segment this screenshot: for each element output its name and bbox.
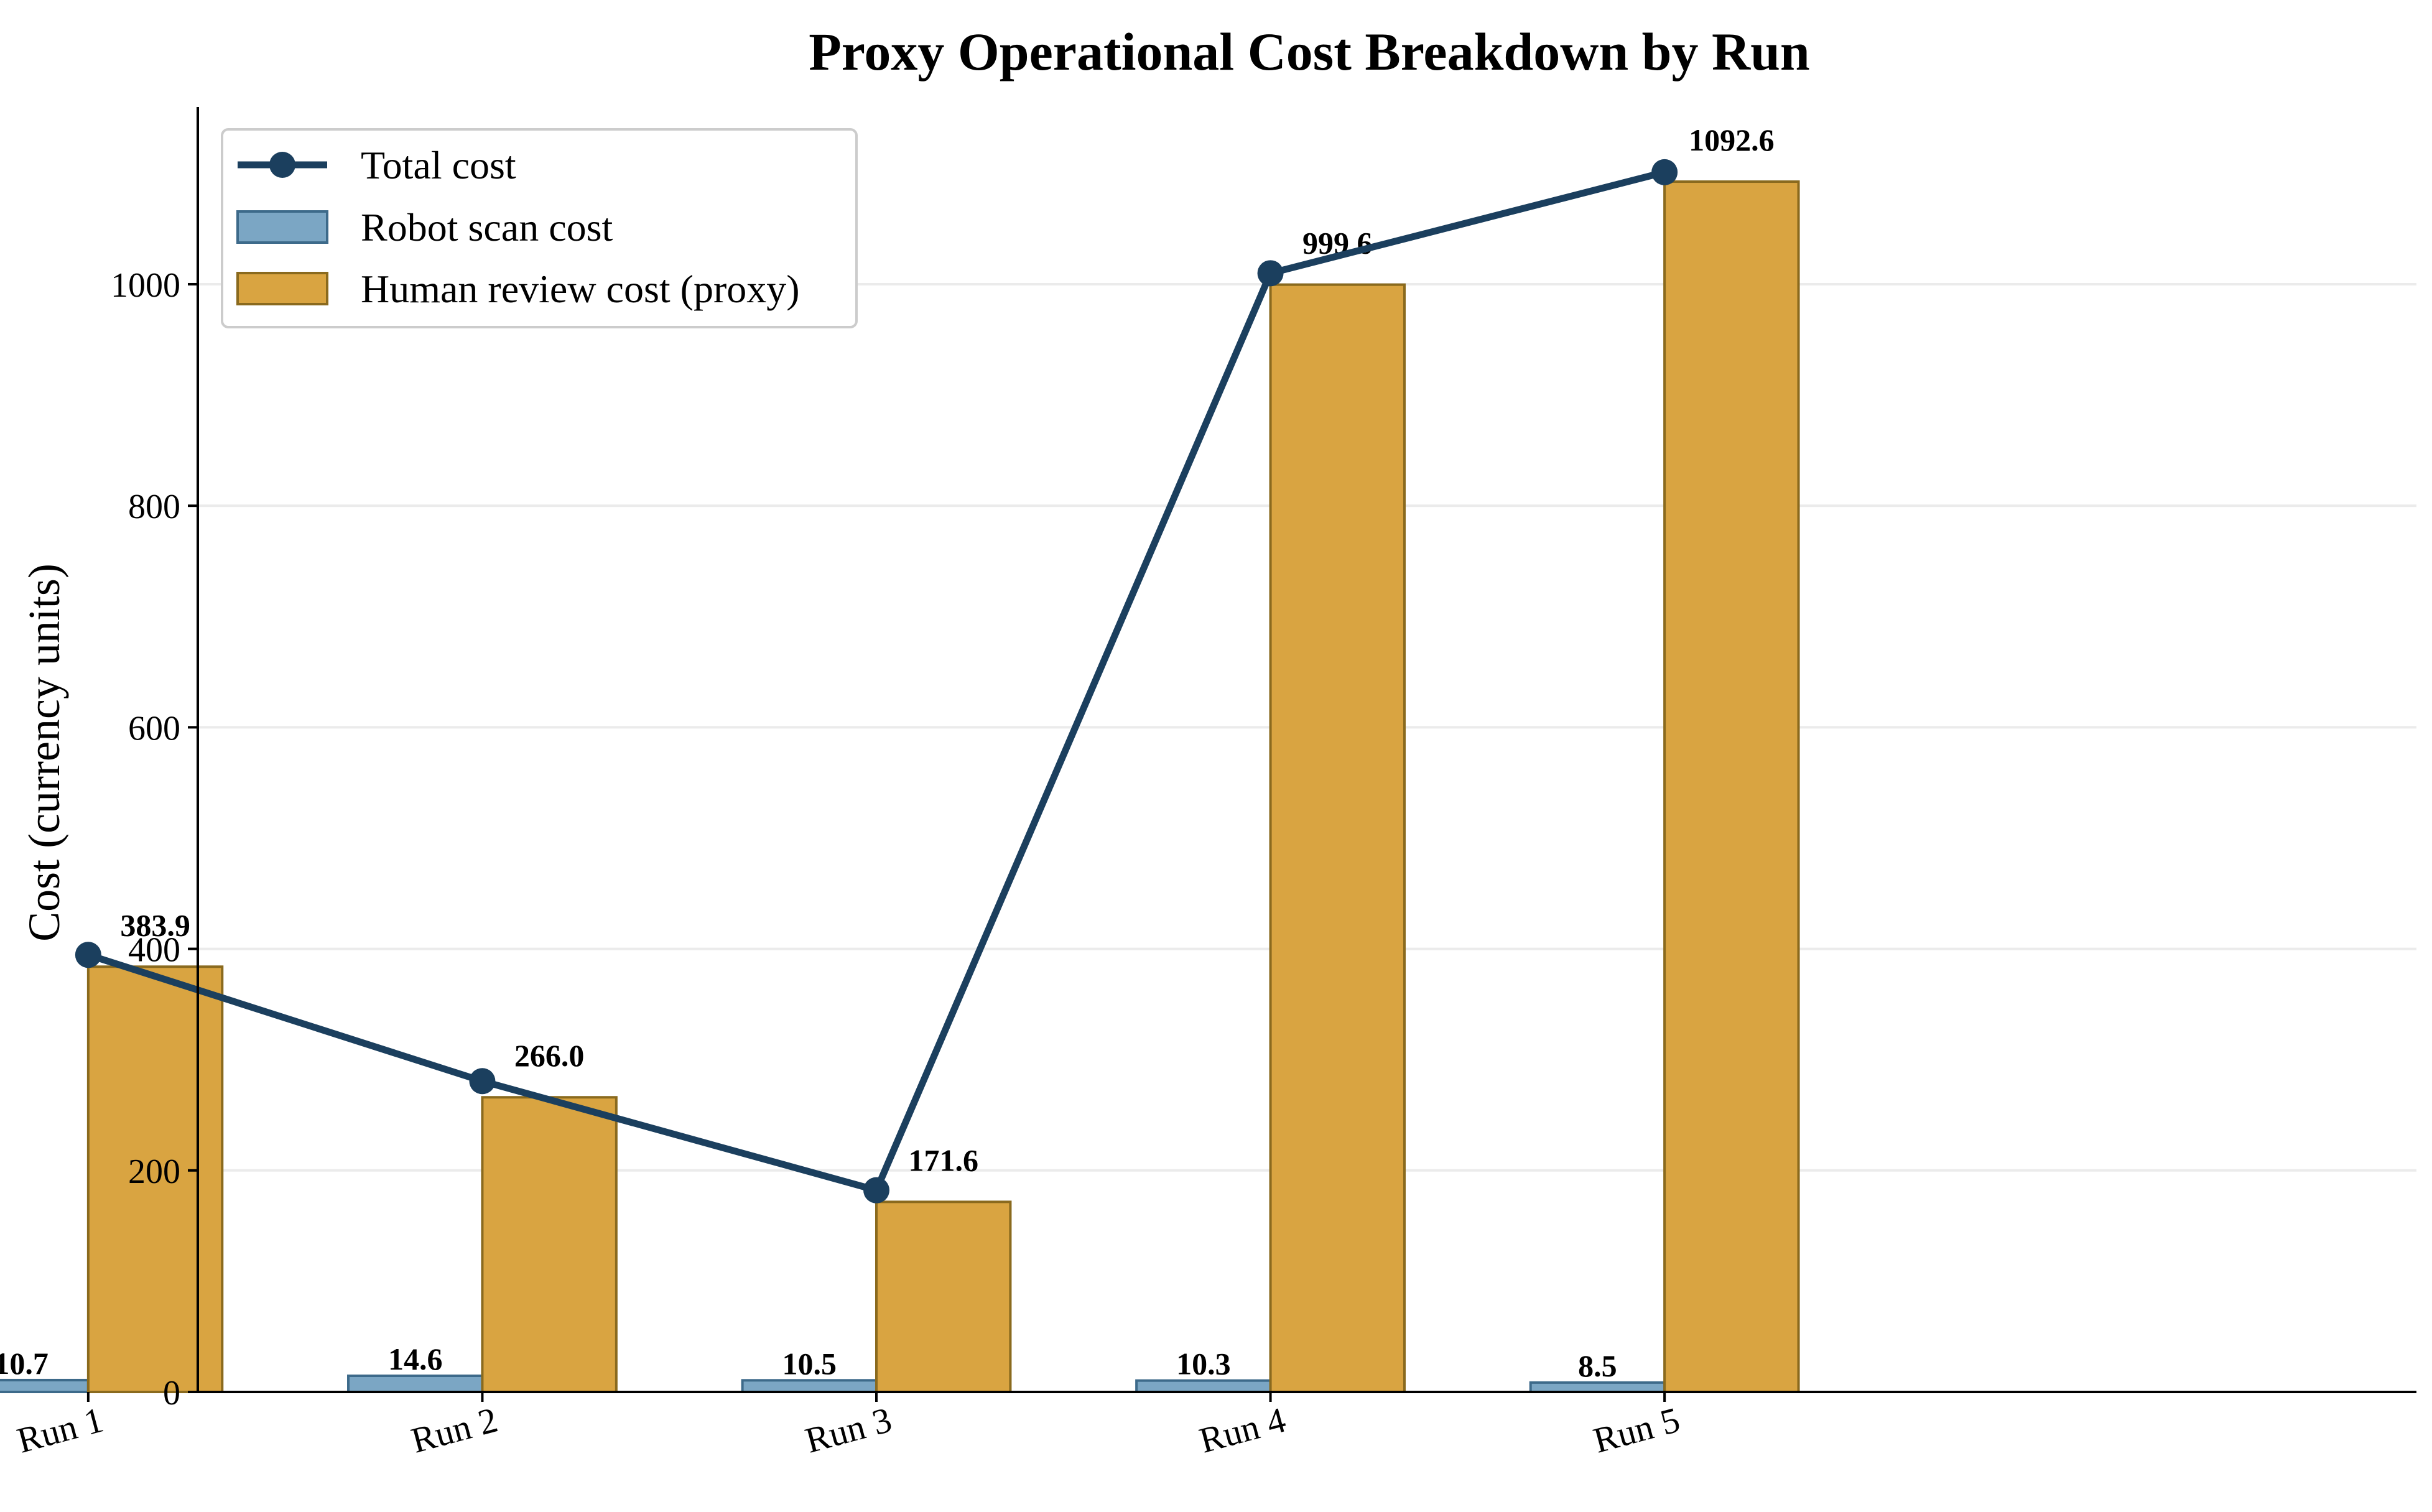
total-cost-point-1 [75,942,101,968]
chart-title: Proxy Operational Cost Breakdown by Run [809,22,1810,81]
legend-marker-total-cost [269,152,295,178]
bar-robot-scan-4 [1135,1379,1272,1393]
bar-label-human-review-3: 171.6 [908,1143,978,1177]
x-tick-label-run-5: Run 5 [1589,1399,1684,1461]
total-cost-point-3 [863,1177,889,1204]
bar-human-review-4 [1269,283,1406,1393]
x-ticks: Run 1 Run 2 Run 3 Run 4 Run 5 [13,1392,1684,1461]
bar-label-robot-scan-2: 14.6 [388,1342,443,1376]
x-tick-label-run-1: Run 1 [13,1399,108,1461]
bar-label-human-review-2: 266.0 [514,1038,585,1073]
y-tick-label: 1000 [111,266,180,305]
y-tick-label: 600 [128,709,180,748]
total-cost-point-2 [469,1068,496,1095]
y-tick-label: 200 [128,1153,180,1191]
bar-human-review-5 [1663,180,1800,1393]
legend: Total cost Robot scan cost Human review co… [221,128,858,328]
x-tick-label-run-4: Run 4 [1195,1399,1289,1461]
bar-label-human-review-1: 383.9 [120,907,190,942]
y-ticks: 0 200 400 600 800 1000 [111,266,198,1412]
bars [0,180,1800,1394]
bar-robot-scan-1 [0,1378,90,1393]
y-tick-label: 800 [128,488,180,526]
y-axis-label: Cost (currency units) [19,564,69,942]
total-cost-point-5 [1651,159,1678,185]
bar-label-robot-scan-4: 10.3 [1176,1347,1231,1381]
y-tick-label: 0 [163,1374,180,1412]
bar-label-robot-scan-1: 10.7 [0,1346,49,1381]
x-tick-label-run-2: Run 2 [407,1399,501,1461]
bar-robot-scan-3 [741,1379,878,1393]
total-cost-point-4 [1257,260,1284,287]
legend-swatch-human-review [236,272,328,305]
legend-label-total-cost: Total cost [361,143,516,187]
legend-box [221,128,858,328]
y-tick-label: 400 [128,931,180,970]
x-tick-label-run-3: Run 3 [801,1399,896,1461]
axes [197,107,2416,1393]
legend-swatch-robot-scan [236,210,328,244]
legend-label-robot-scan: Robot scan cost [361,205,613,249]
bar-robot-scan-5 [1529,1381,1666,1394]
bar-human-review-1 [86,965,224,1393]
bar-labels: 10.7383.914.6266.010.5171.610.3999.68.51… [0,123,1775,1383]
bar-label-human-review-5: 1092.6 [1689,123,1775,157]
bar-human-review-3 [875,1200,1012,1394]
bar-label-robot-scan-5: 8.5 [1578,1348,1617,1383]
bar-robot-scan-2 [347,1374,484,1393]
legend-label-human-review: Human review cost (proxy) [361,267,800,311]
bar-human-review-2 [481,1096,618,1394]
bar-label-robot-scan-3: 10.5 [782,1346,837,1381]
total-cost-line [75,159,1678,1204]
